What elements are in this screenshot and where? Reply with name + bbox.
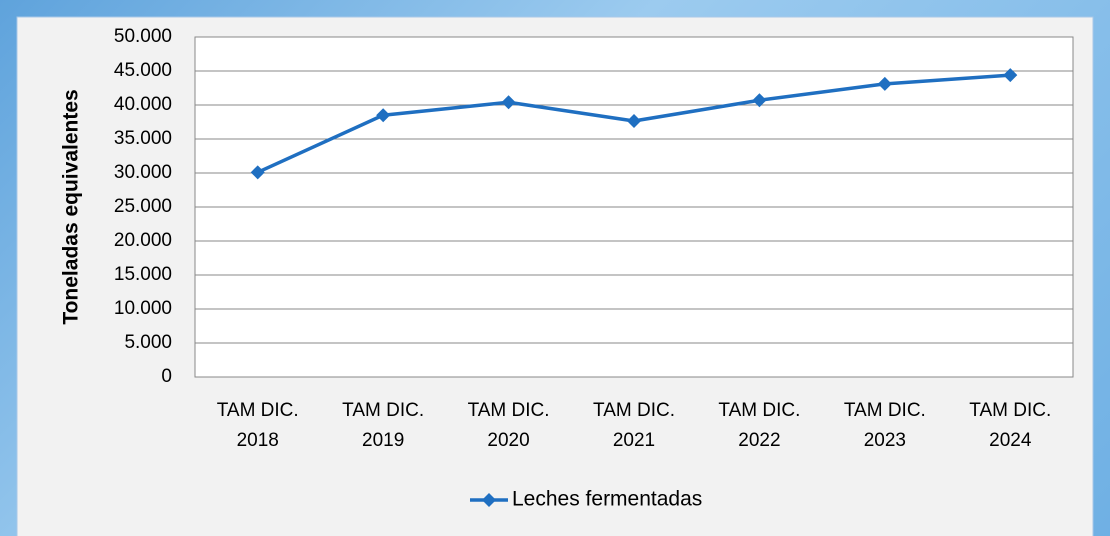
y-tick-label: 30.000 (114, 162, 172, 183)
marker (250, 165, 265, 180)
y-tick-label: 45.000 (114, 60, 172, 81)
x-tick-label-box: TAM DIC. 2019 (342, 400, 425, 451)
x-tick-label: TAM DIC. 2024 (969, 400, 1052, 451)
y-tick-label: 0 (161, 366, 172, 387)
x-tick-label: TAM DIC. 2019 (342, 400, 425, 451)
y-axis-label: Toneladas equivalentes (60, 89, 83, 324)
x-tick-label-box: TAM DIC. 2018 (216, 400, 299, 451)
marker (627, 113, 641, 128)
marker (752, 93, 767, 108)
x-tick-label-box: TAM DIC. 2020 (467, 400, 550, 451)
x-tick-label: TAM DIC. 2022 (718, 400, 801, 451)
x-tick-label-box: TAM DIC. 2021 (593, 400, 675, 451)
marker (501, 95, 516, 110)
y-tick-label: 50.000 (114, 26, 172, 47)
marker (877, 76, 892, 91)
legend-label: Leches fermentadas (512, 488, 702, 511)
y-tick-label: 10.000 (114, 298, 172, 319)
y-tick-label: 25.000 (114, 196, 172, 217)
y-tick-label: 20.000 (114, 230, 172, 251)
marker (1003, 68, 1018, 83)
y-tick-label: 40.000 (114, 94, 172, 115)
x-tick-label-box: TAM DIC. 2023 (843, 400, 926, 451)
x-tick-label: TAM DIC. 2023 (843, 400, 926, 451)
x-tick-label-box: TAM DIC. 2024 (969, 400, 1052, 451)
y-tick-label: 35.000 (114, 128, 172, 149)
x-tick-label: TAM DIC. 2018 (216, 400, 299, 451)
x-tick-label-box: TAM DIC. 2022 (718, 400, 801, 451)
x-tick-label: TAM DIC. 2021 (593, 400, 675, 451)
marker (376, 108, 391, 123)
y-tick-label: 5.000 (124, 332, 172, 353)
marker (482, 493, 496, 507)
x-tick-label: TAM DIC. 2020 (467, 400, 550, 451)
y-tick-label: 15.000 (114, 264, 172, 285)
